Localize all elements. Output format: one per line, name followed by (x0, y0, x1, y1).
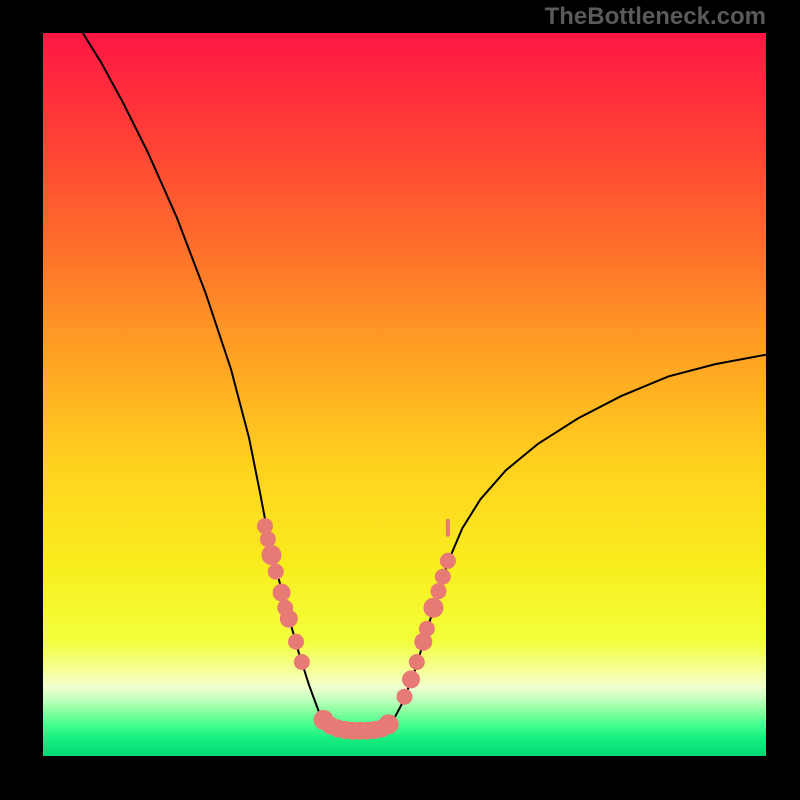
data-point (435, 569, 451, 585)
watermark-text: TheBottleneck.com (545, 3, 766, 31)
data-point (423, 598, 443, 618)
data-point (419, 621, 435, 637)
data-point (397, 689, 413, 705)
data-point (288, 634, 304, 650)
data-point (409, 654, 425, 670)
data-point (260, 531, 276, 547)
data-point (379, 714, 399, 734)
stage: TheBottleneck.com (0, 0, 800, 800)
chart-background (43, 33, 766, 756)
data-point (280, 610, 298, 628)
bottleneck-chart (43, 33, 766, 756)
data-point (430, 583, 446, 599)
data-point (273, 584, 291, 602)
data-point (402, 670, 420, 688)
data-point (261, 545, 281, 565)
data-point (294, 654, 310, 670)
data-point (268, 564, 284, 580)
data-point (440, 553, 456, 569)
